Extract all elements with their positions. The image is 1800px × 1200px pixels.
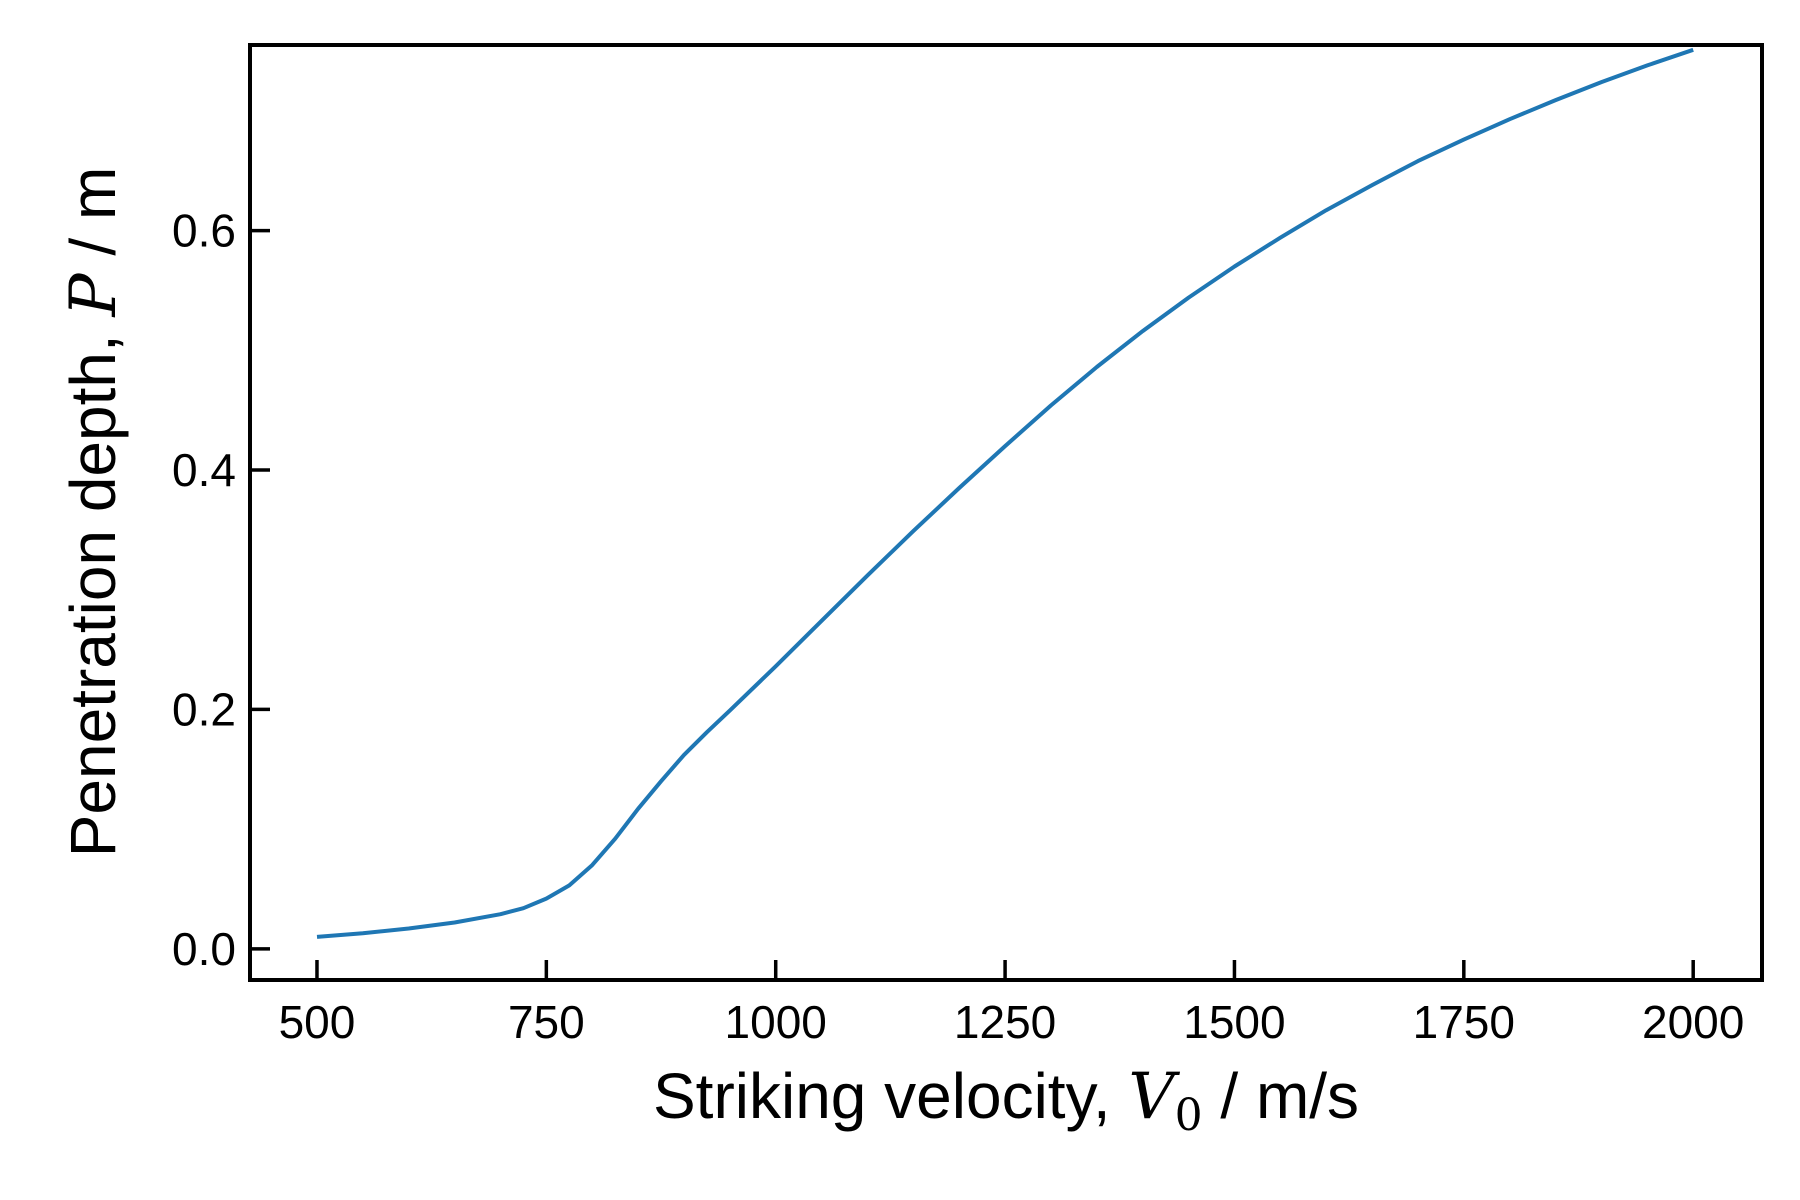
x-tick-label: 750 [508,996,585,1048]
y-tick-label: 0.6 [172,205,236,257]
plot-frame [248,43,1764,982]
x-axis-label-symbol: V [1128,1060,1180,1134]
x-axis-label-suffix: / m/s [1203,1060,1359,1132]
x-tick-label: 500 [279,996,356,1048]
x-axis-label: Striking velocity, V0 / m/s [653,1060,1359,1141]
x-tick-label: 1250 [954,996,1056,1048]
x-axis-label-subscript: 0 [1175,1090,1203,1141]
x-tick-label: 1000 [725,996,827,1048]
x-tick-label: 1500 [1183,996,1285,1048]
y-axis-label-prefix: Penetration depth, [57,316,129,857]
y-tick-label: 0.4 [172,444,236,496]
y-axis-label-suffix: / m [57,167,129,274]
x-tick-label: 1750 [1413,996,1515,1048]
series-layer [316,47,1694,939]
y-tick-label: 0.2 [172,683,236,735]
x-tick-label: 2000 [1642,996,1744,1048]
x-axis-label-prefix: Striking velocity, [653,1060,1128,1132]
plot-area [250,45,1762,980]
y-axis-label: Penetration depth, P / m [57,167,131,858]
y-tick-label: 0.0 [172,923,236,975]
ticks-layer: 500 750 1000 1250 1500 1750 2000 0.0 0.2 0.4 0.6 [172,205,1744,1048]
y-axis-label-symbol: P [57,272,131,317]
series-line [316,47,1694,939]
